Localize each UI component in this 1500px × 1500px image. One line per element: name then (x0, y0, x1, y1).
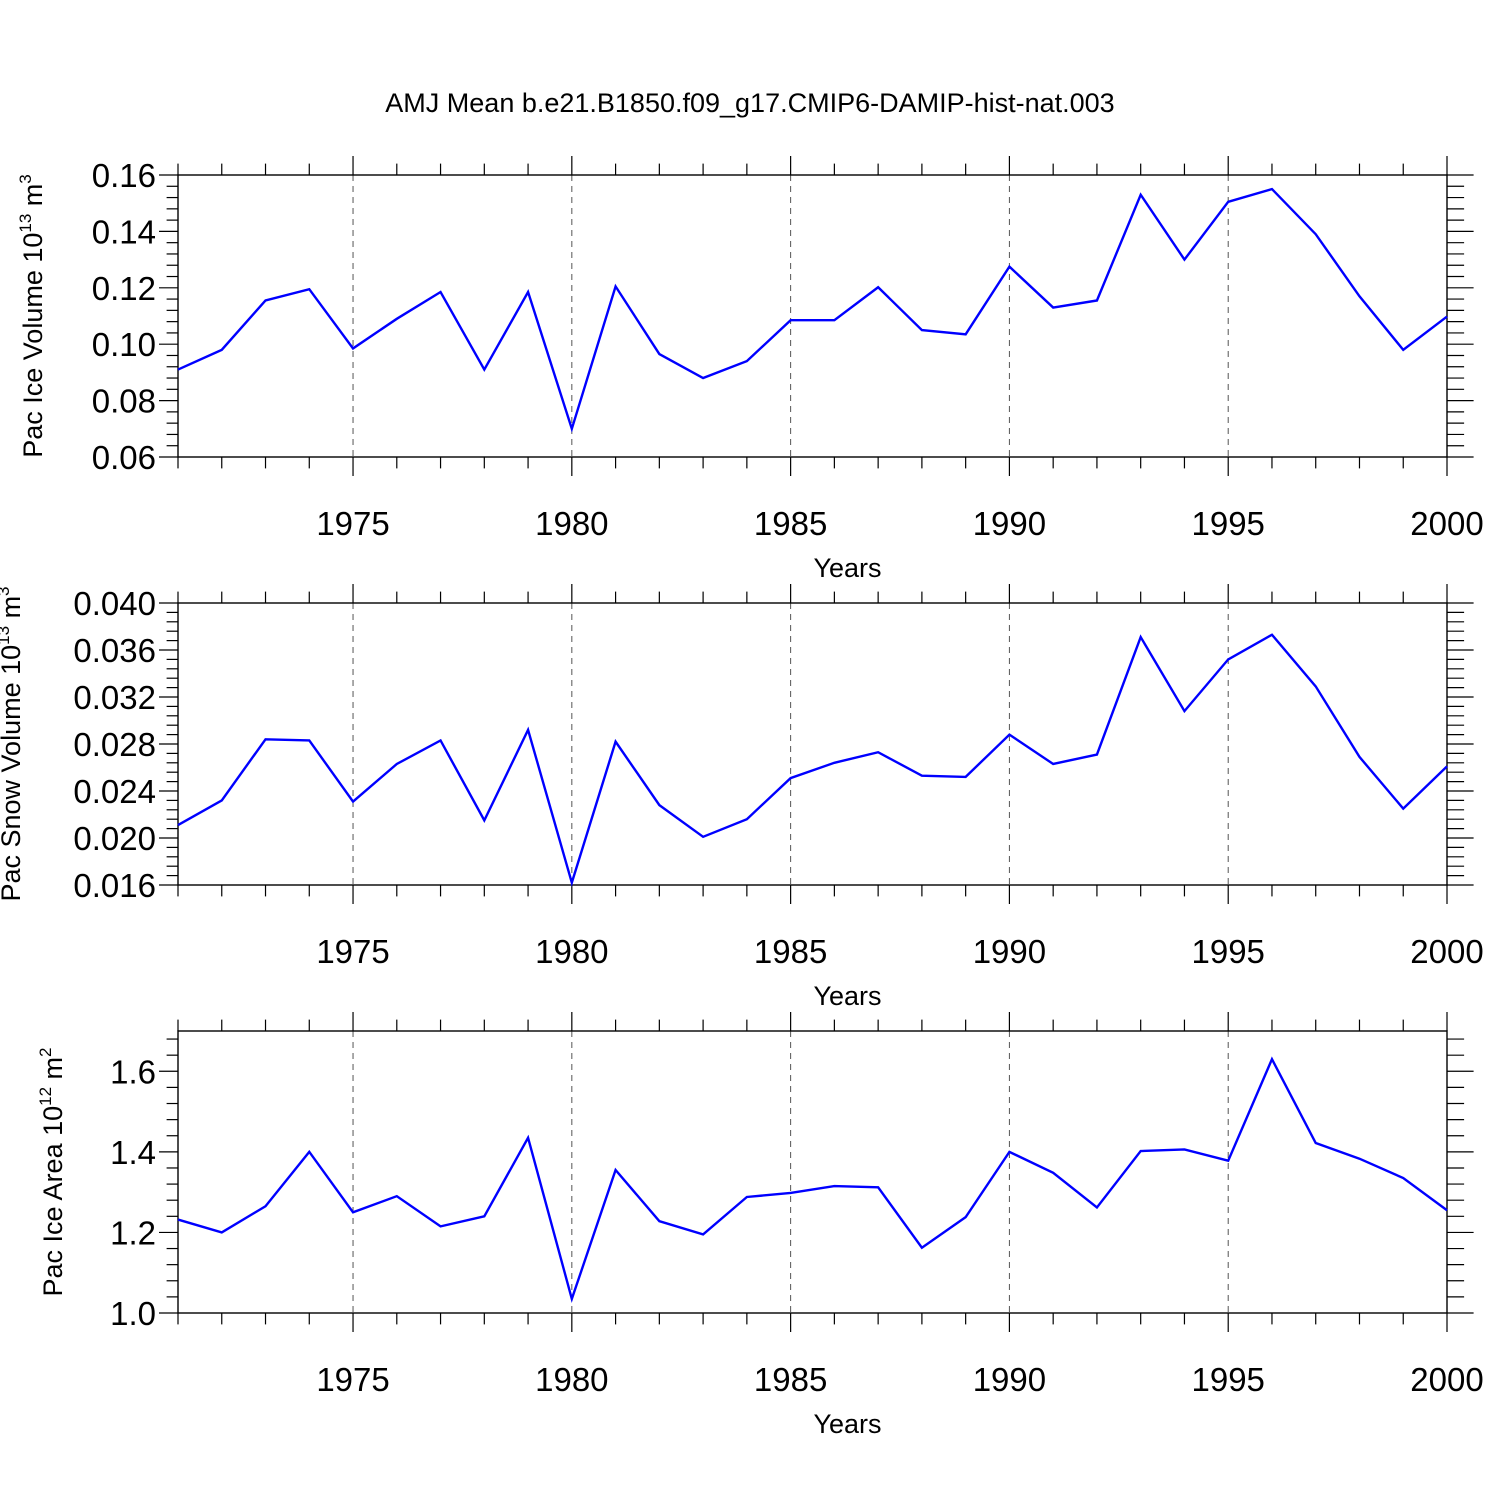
y-tick-label: 0.024 (73, 773, 156, 810)
panel-3: 1.0 1.2 1.4 1.6 1975 1980 1985 1990 1995 2000 Year… (36, 1012, 1484, 1439)
y-tick-label: 0.06 (92, 439, 156, 476)
x-tick-label: 1975 (316, 505, 389, 542)
x-tick-label: 2000 (1410, 1361, 1483, 1398)
x-axis-label: Years (813, 981, 881, 1011)
x-tick-label: 1995 (1191, 933, 1264, 970)
series-line (177, 633, 1448, 887)
y-tick-label: 0.14 (92, 213, 156, 250)
x-tick-label: 2000 (1410, 933, 1483, 970)
x-tick-label: 2000 (1410, 505, 1483, 542)
panel-2: 0.016 0.020 0.024 0.028 0.032 0.036 0.040 1975 1… (0, 584, 1484, 1011)
x-axis-label: Years (813, 1409, 881, 1439)
plot-frame (177, 174, 1448, 458)
y-tick-label: 0.028 (73, 726, 156, 763)
series-line (177, 187, 1448, 433)
y-tick-label: 0.020 (73, 820, 156, 857)
y-tick-label: 0.12 (92, 270, 156, 307)
x-axis-label: Years (813, 553, 881, 583)
x-tick-label: 1975 (316, 1361, 389, 1398)
y-axis-label: Pac Ice Volume 1013 m3 (16, 174, 48, 458)
x-tick-label: 1985 (754, 933, 827, 970)
plot-frame (177, 602, 1448, 886)
x-tick-label: 1990 (973, 1361, 1046, 1398)
y-tick-label: 0.16 (92, 157, 156, 194)
panels: 0.06 0.08 0.10 0.12 0.14 0.16 1975 1980 1985 1990… (0, 156, 1484, 1439)
x-tick-label: 1995 (1191, 1361, 1264, 1398)
y-tick-label: 0.10 (92, 326, 156, 363)
y-tick-label: 1.2 (110, 1214, 156, 1251)
y-tick-label: 1.4 (110, 1134, 156, 1171)
x-tick-label: 1980 (535, 933, 608, 970)
panel-1: 0.06 0.08 0.10 0.12 0.14 0.16 1975 1980 1985 1990… (16, 156, 1484, 583)
x-tick-label: 1980 (535, 505, 608, 542)
x-tick-label: 1975 (316, 933, 389, 970)
x-tick-label: 1995 (1191, 505, 1264, 542)
x-tick-label: 1980 (535, 1361, 608, 1398)
y-tick-label: 0.032 (73, 679, 156, 716)
y-tick-label: 0.08 (92, 383, 156, 420)
series-line (177, 1056, 1448, 1304)
y-tick-label: 1.0 (110, 1295, 156, 1332)
x-tick-label: 1990 (973, 933, 1046, 970)
y-tick-label: 0.016 (73, 867, 156, 904)
y-axis-label: Pac Ice Area 1012 m2 (36, 1047, 68, 1296)
x-tick-label: 1990 (973, 505, 1046, 542)
y-axis-label: Pac Snow Volume 1013 m3 (0, 586, 26, 901)
chart-title: AMJ Mean b.e21.B1850.f09_g17.CMIP6-DAMIP… (385, 88, 1114, 118)
x-tick-label: 1985 (754, 505, 827, 542)
y-tick-label: 0.036 (73, 632, 156, 669)
plot-frame (177, 1030, 1448, 1314)
x-tick-label: 1985 (754, 1361, 827, 1398)
y-tick-label: 1.6 (110, 1053, 156, 1090)
y-tick-label: 0.040 (73, 585, 156, 622)
